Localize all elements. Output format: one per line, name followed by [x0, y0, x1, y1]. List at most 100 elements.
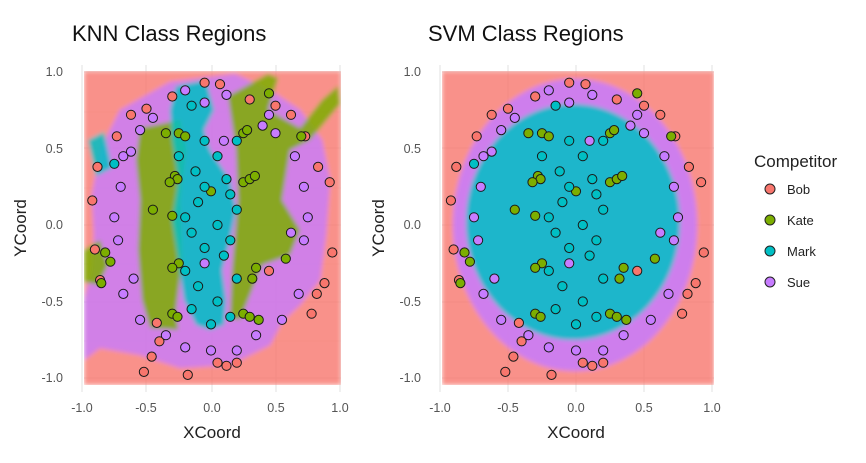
- svm-point-kate: [621, 314, 632, 325]
- svm-point-bob: [677, 308, 688, 319]
- knn-point-sue: [293, 288, 304, 299]
- svm-point-sue: [489, 273, 500, 284]
- knn-point-sue: [199, 258, 210, 269]
- svm-point-mark: [587, 174, 598, 185]
- svm-point-sue: [672, 212, 684, 223]
- svm-point-mark: [550, 227, 561, 238]
- legend-key-mark: [764, 245, 776, 257]
- knn-point-sue: [180, 342, 191, 353]
- knn-xtick: -0.5: [135, 401, 157, 415]
- svm-point-sue: [509, 112, 520, 124]
- svm-point-sue: [632, 109, 643, 120]
- svm-point-bob: [486, 109, 497, 120]
- legend-label-sue: Sue: [787, 275, 810, 290]
- knn-point-bob: [92, 161, 103, 172]
- knn-point-mark: [221, 174, 232, 185]
- svm-points: [445, 77, 709, 380]
- svm-panel: SVM Class Regions 1.0 0.5 0.0 -0.5: [369, 21, 721, 442]
- knn-ytick: -0.5: [41, 295, 63, 309]
- knn-point-bob: [89, 244, 101, 255]
- svm-point-bob: [587, 360, 598, 371]
- svm-point-bob: [500, 366, 511, 377]
- knn-point-kate: [167, 262, 178, 273]
- knn-point-mark: [212, 219, 223, 231]
- svm-point-bob: [683, 161, 695, 172]
- svm-point-sue: [655, 227, 666, 238]
- knn-point-bob: [151, 317, 162, 328]
- knn-point-sue: [125, 146, 137, 157]
- svm-point-bob: [530, 91, 541, 102]
- knn-point-bob: [125, 109, 137, 120]
- knn-point-kate: [242, 125, 253, 136]
- knn-xtick: 0.0: [203, 401, 220, 415]
- knn-point-kate: [296, 131, 307, 142]
- knn-point-mark: [212, 151, 223, 162]
- knn-point-sue: [289, 151, 300, 162]
- knn-point-bob: [111, 131, 122, 142]
- svm-region-mark: [466, 104, 680, 340]
- knn-point-mark: [212, 296, 223, 307]
- svm-point-kate: [666, 131, 677, 142]
- svm-point-mark: [577, 151, 588, 162]
- knn-point-kate: [167, 210, 178, 221]
- knn-point-bob: [311, 288, 322, 299]
- knn-point-sue: [298, 181, 309, 192]
- knn-point-sue: [118, 288, 129, 299]
- svm-point-kate: [632, 88, 643, 99]
- svm-point-mark: [550, 304, 561, 315]
- svm-point-bob: [580, 79, 591, 90]
- svm-point-sue: [638, 128, 650, 139]
- svm-point-bob: [655, 109, 666, 120]
- knn-point-kate: [100, 247, 111, 258]
- svm-point-sue: [478, 151, 489, 162]
- knn-point-sue: [270, 128, 281, 139]
- svm-point-kate: [455, 278, 466, 289]
- svm-xtick: -1.0: [429, 401, 451, 415]
- knn-point-sue: [218, 135, 229, 146]
- svm-point-bob: [502, 103, 514, 114]
- svm-point-bob: [508, 351, 519, 362]
- knn-points: [87, 77, 338, 380]
- knn-point-mark: [180, 212, 191, 223]
- knn-point-sue: [113, 235, 124, 246]
- svm-point-kate: [649, 253, 661, 264]
- svm-point-kate: [543, 131, 554, 142]
- svm-xtick: -0.5: [497, 401, 519, 415]
- knn-point-sue: [285, 227, 297, 238]
- svm-point-mark: [584, 250, 595, 261]
- svm-point-kate: [618, 262, 629, 273]
- svm-point-mark: [591, 311, 602, 322]
- knn-point-mark: [225, 311, 236, 322]
- svm-point-mark: [557, 281, 568, 292]
- svm-point-kate: [527, 177, 538, 188]
- svm-point-sue: [570, 345, 582, 356]
- svm-point-bob: [611, 94, 622, 105]
- svm-point-mark: [598, 204, 609, 215]
- svm-ytick: -0.5: [399, 295, 421, 309]
- svm-point-sue: [663, 288, 674, 299]
- knn-point-bob: [87, 195, 98, 206]
- knn-point-mark: [225, 235, 236, 246]
- svm-xtick: 1.0: [703, 401, 720, 415]
- svm-point-kate: [530, 210, 541, 221]
- knn-x-ticks: -1.0 -0.5 0.0 0.5 1.0: [71, 401, 349, 415]
- knn-decision-regions: [84, 71, 341, 385]
- knn-point-sue: [180, 85, 191, 96]
- svm-point-mark: [543, 265, 554, 276]
- knn-point-kate: [160, 128, 171, 139]
- knn-point-bob: [138, 366, 149, 377]
- knn-point-kate: [164, 177, 175, 188]
- svm-point-bob: [445, 195, 456, 206]
- knn-point-bob: [199, 77, 210, 88]
- svm-point-sue: [475, 181, 486, 192]
- svm-point-kate: [614, 273, 625, 284]
- knn-point-bob: [319, 278, 330, 289]
- svm-point-kate: [459, 247, 470, 258]
- svm-point-sue: [587, 89, 598, 101]
- svm-point-sue: [478, 288, 489, 299]
- svm-point-sue: [564, 258, 575, 269]
- knn-point-kate: [96, 278, 107, 289]
- knn-point-sue: [199, 97, 210, 108]
- svm-ytick: -1.0: [399, 371, 421, 385]
- knn-point-bob: [141, 103, 152, 114]
